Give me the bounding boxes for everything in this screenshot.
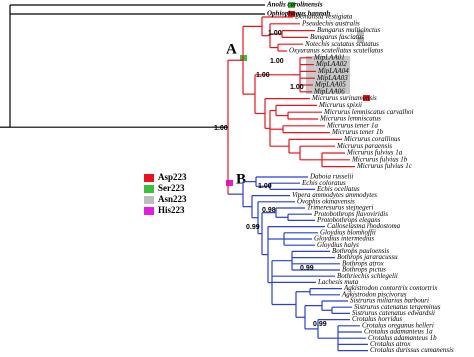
support-value: 1.00 [256, 72, 270, 79]
legend-label: Asn223 [158, 194, 187, 204]
taxon-label: MipLAA01 [313, 53, 345, 61]
taxon-label: Micrurus tener 1b [331, 128, 383, 136]
taxon-label: Gloydius intermedius [314, 235, 374, 243]
taxon-label: Sistrurus miliarius barbouri [350, 297, 429, 305]
support-value: 1.00 [268, 30, 282, 37]
taxon-label: Anolis carolinensis [266, 1, 323, 9]
taxon-label: Bothrops pictus [342, 266, 386, 274]
taxon-label: Micrurus lemniscatus [319, 115, 381, 123]
taxon-label: Gloydius halys [317, 241, 359, 249]
taxon-label: Bothrops pauloensis [332, 247, 389, 255]
legend-swatch [144, 207, 154, 215]
residue-marker [226, 180, 233, 186]
taxon-label: Sistrurus catenatus edwardsii [352, 309, 435, 317]
highlight-box [306, 56, 350, 94]
taxon-label: Crotalus adamanteus 1a [364, 328, 433, 336]
taxon-label: Crotalus durissus cumanensis [370, 346, 454, 352]
residue-marker [357, 30, 364, 36]
taxon-label: Sistrurus catenatus tergeminus [354, 303, 441, 311]
taxon-label: MipLAA02 [315, 60, 347, 68]
taxon-label: Bothrops atrox [342, 259, 385, 267]
taxon-label: Micrurus fulvius 1c [356, 162, 413, 170]
taxon-label: Micrurus paraensis [336, 142, 392, 150]
clade-label: A [226, 41, 237, 57]
taxon-label: Agkistrodon piscivorus [341, 290, 407, 298]
taxon-label: Protobothrops elegans [316, 216, 381, 224]
taxon-label: Micrurus fulvius 1b [351, 155, 408, 163]
taxon-label: Oxyuranus scutellatus scutellatus [289, 47, 383, 55]
taxon-label: Echis coloratus [301, 179, 346, 187]
taxon-label: Pseudechis australis [301, 19, 360, 27]
taxon-label: Bungarus fasciatus [310, 33, 364, 41]
support-value: 0.99 [313, 321, 327, 328]
support-value: 1.00 [270, 58, 284, 65]
taxon-label: Crotalus adamanteus 1b [368, 334, 437, 342]
legend-swatch [144, 196, 154, 204]
taxon-label: MipLAA05 [314, 81, 346, 89]
taxon-label: Vipera ammodytes ammodytes [292, 191, 377, 199]
legend-swatch [144, 174, 154, 182]
taxon-label: Lachesis muta [317, 278, 359, 286]
taxon-label: Daboia russelii [309, 173, 353, 181]
legend-label: His223 [158, 205, 185, 215]
taxon-label: Micrurus corallinus [343, 135, 400, 143]
taxon-label: Micrurus lemniscatus carvalhoi [323, 108, 413, 116]
legend-label: Ser223 [158, 183, 185, 193]
taxon-label: Echis ocellatus [316, 185, 360, 193]
taxon-label: Gloydius blomhoffii [320, 228, 376, 236]
taxon-label: Bungarus multicinctus [317, 26, 380, 34]
taxon-label: MipLAA03 [316, 74, 348, 82]
residue-marker [288, 11, 295, 17]
taxon-label: Agkistrodon contortrix contortrix [343, 284, 438, 292]
taxon-label: Micrurus surinamensis [311, 94, 377, 102]
taxon-label: Micrurus fulvius 1a [346, 149, 403, 157]
residue-marker [357, 37, 364, 43]
residue-marker [288, 2, 295, 8]
taxon-label: Micrurus tener 1a [326, 121, 378, 129]
taxon-label: Crotalus oreganus helleri [362, 321, 434, 329]
taxon-label: MipLAA04 [317, 67, 349, 75]
taxon-label: Micrurus spixii [318, 101, 362, 109]
residue-marker [363, 95, 370, 101]
support-value: 1.00 [258, 183, 272, 190]
support-value: 0.98 [262, 207, 276, 214]
support-value: 0.99 [246, 224, 260, 231]
taxon-label: Bothrops jararacussu [337, 253, 398, 261]
support-value: 1.00 [290, 84, 304, 91]
taxon-label: MipLAA06 [313, 87, 345, 95]
clade-label: B [236, 171, 246, 187]
taxon-label: Bothriechis schlegelii [337, 272, 398, 280]
support-value: 0.99 [300, 265, 314, 272]
taxon-label: Crotalus atrox [370, 340, 411, 348]
support-value: 1.00 [214, 125, 228, 132]
legend-swatch [144, 185, 154, 193]
legend-label: Asp223 [158, 172, 187, 182]
taxon-label: Ophiophagus hannah [267, 10, 330, 18]
taxon-label: Calloselasma rhodostoma [327, 222, 401, 230]
taxon-label: Protobothrops flavoviridis [313, 210, 388, 218]
taxon-label: Demansia vestigiata [294, 13, 353, 21]
taxon-label: Crotalus horridus [352, 315, 402, 323]
taxon-label: Notechis scutatus scutatus [304, 40, 379, 48]
taxon-label: Trimeresurus stejnegeri [307, 204, 373, 212]
taxon-label: Ovophis okinavensis [297, 197, 355, 205]
